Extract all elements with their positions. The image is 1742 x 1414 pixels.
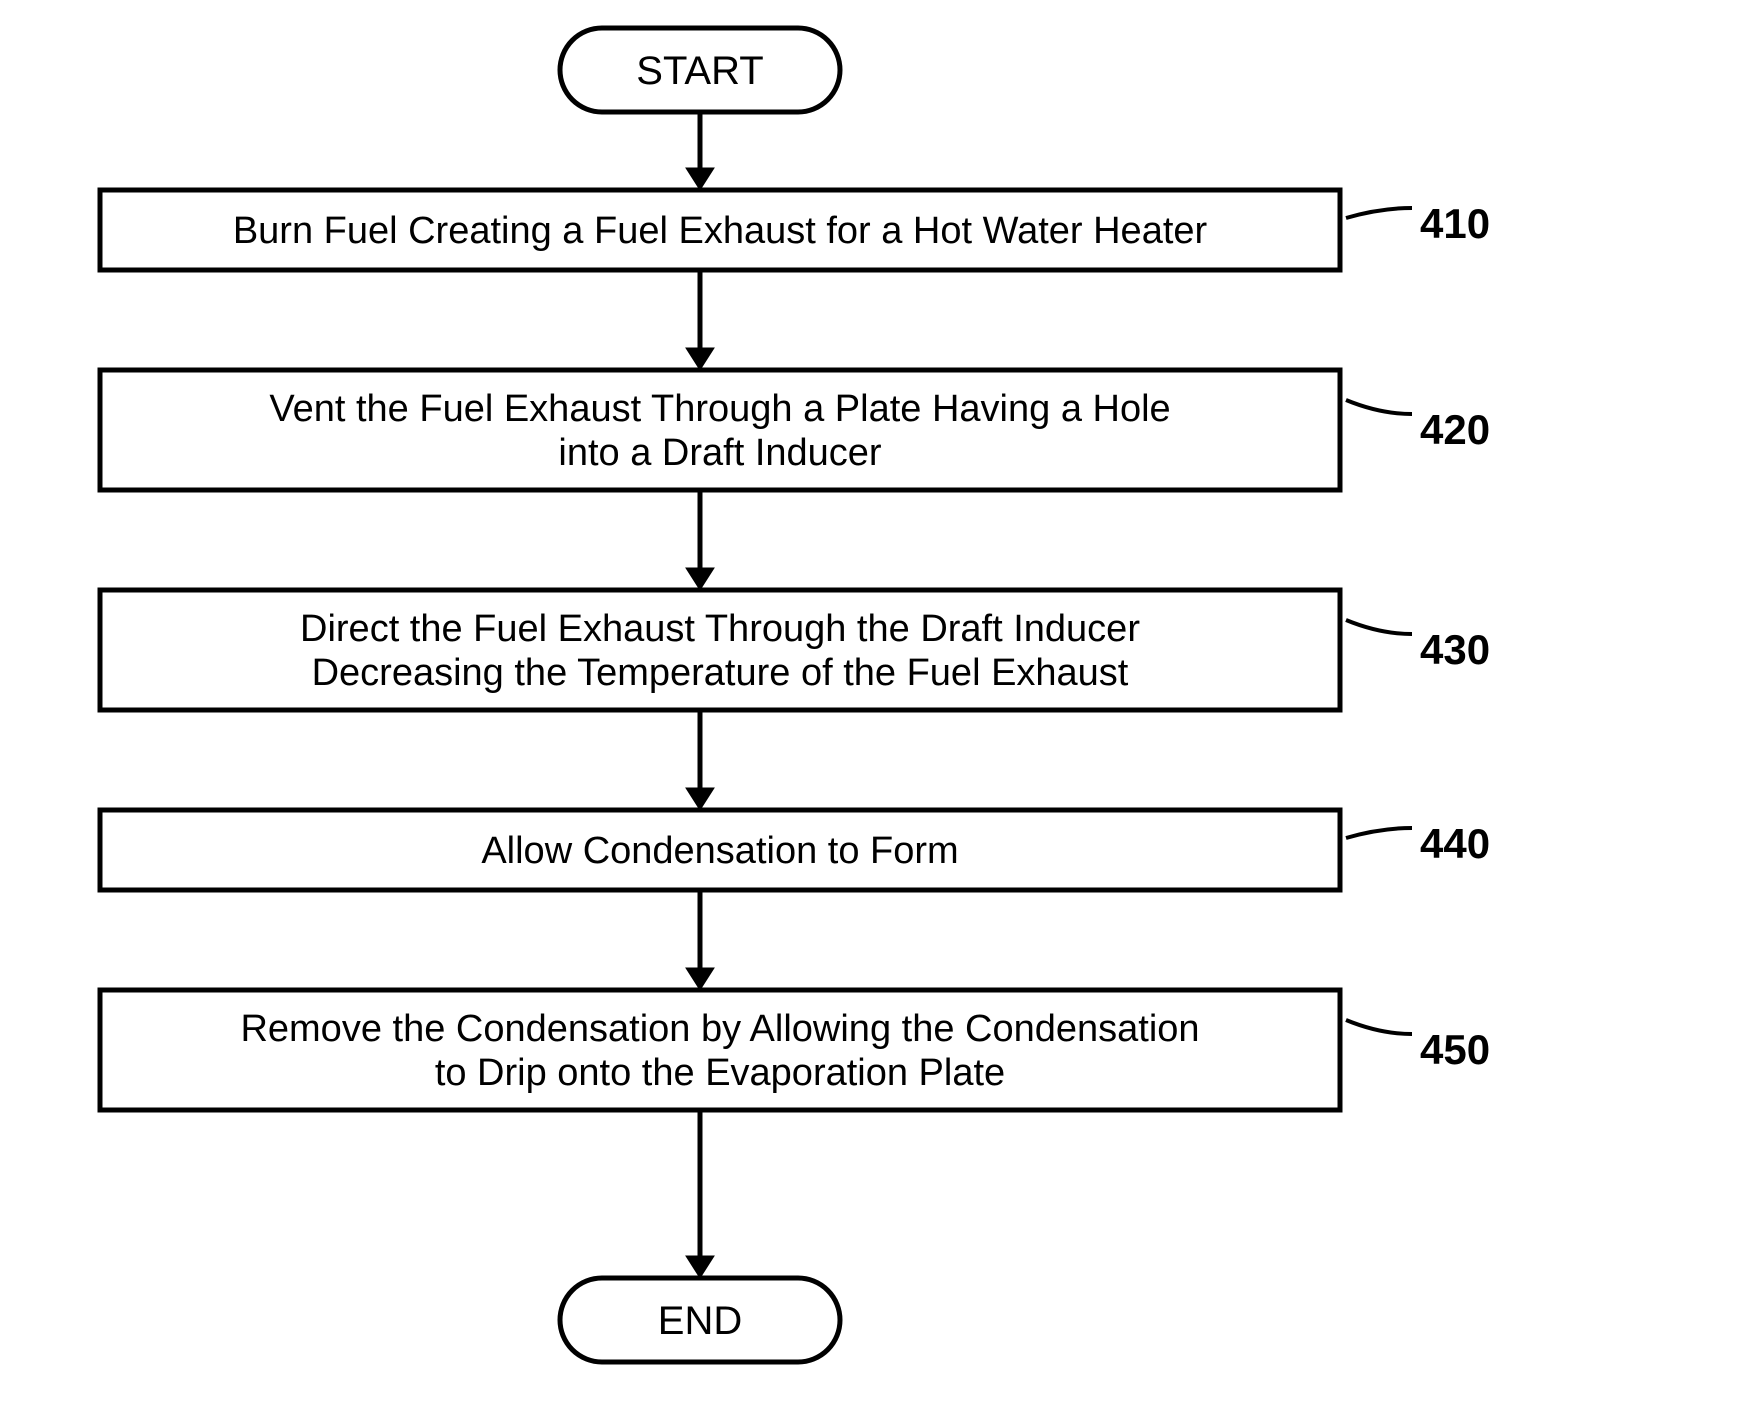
end-label: END xyxy=(658,1299,742,1343)
step-label-440: 440 xyxy=(1420,820,1490,867)
leader-430 xyxy=(1346,620,1412,634)
process-text-440-line0: Allow Condensation to Form xyxy=(481,830,958,872)
step-label-410: 410 xyxy=(1420,200,1490,247)
process-text-430-line1: Decreasing the Temperature of the Fuel E… xyxy=(312,652,1129,694)
process-text-450-line0: Remove the Condensation by Allowing the … xyxy=(240,1008,1199,1050)
process-text-410-line0: Burn Fuel Creating a Fuel Exhaust for a … xyxy=(233,210,1208,252)
process-text-420-line0: Vent the Fuel Exhaust Through a Plate Ha… xyxy=(269,388,1170,430)
process-text-420-line1: into a Draft Inducer xyxy=(558,432,882,474)
step-label-450: 450 xyxy=(1420,1026,1490,1073)
leader-440 xyxy=(1346,828,1412,838)
leader-420 xyxy=(1346,400,1412,414)
start-label: START xyxy=(636,49,763,93)
process-text-430-line0: Direct the Fuel Exhaust Through the Draf… xyxy=(300,608,1140,650)
process-text-450-line1: to Drip onto the Evaporation Plate xyxy=(435,1052,1005,1094)
leader-450 xyxy=(1346,1020,1412,1034)
step-label-430: 430 xyxy=(1420,626,1490,673)
step-label-420: 420 xyxy=(1420,406,1490,453)
leader-410 xyxy=(1346,208,1412,218)
